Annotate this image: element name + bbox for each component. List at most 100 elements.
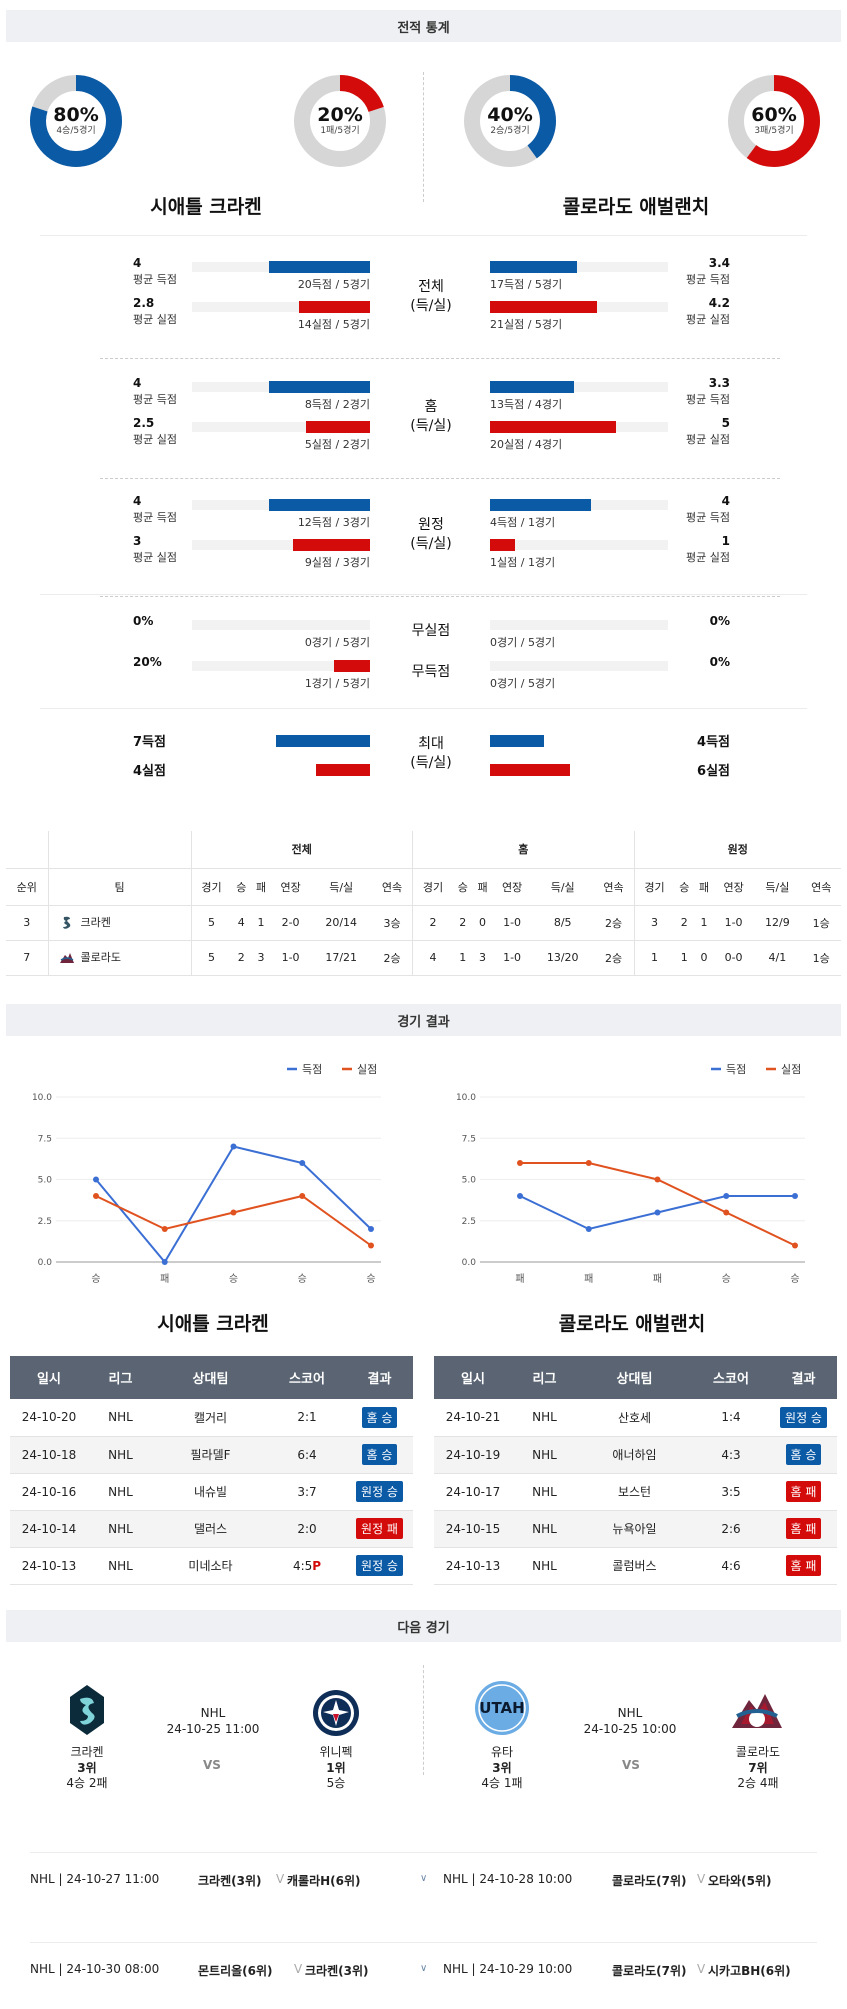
next-right-t1-record: 4승 1패 (481, 1776, 523, 1790)
result-date: 24-10-13 (10, 1547, 88, 1585)
right-max-value: 4득점 (697, 735, 730, 750)
home-team-name: 시애틀 크라켄 (150, 196, 262, 218)
standings-rank-header: 순위 (6, 868, 48, 906)
result-date: 24-10-19 (434, 1436, 512, 1474)
series-line-0 (95, 1145, 372, 1264)
x-tick-label: 승 (790, 1273, 799, 1285)
results-col-header: 상대팀 (153, 1356, 268, 1399)
result-row: 24-10-18 NHL 필라델F 6:4 홈 승 (10, 1436, 413, 1474)
left-stat-value: 4 (133, 376, 142, 390)
standings-cell: 0-0 (713, 940, 754, 976)
results-col-header: 결과 (346, 1356, 413, 1399)
standings-cell: 1-0 (492, 940, 532, 976)
result-date: 24-10-20 (10, 1399, 88, 1437)
result-league: NHL (88, 1547, 153, 1585)
kraken-icon (59, 915, 75, 931)
result-badge: 원정 승 (780, 1406, 827, 1428)
left-shutout-bar (334, 660, 370, 672)
series-point-0 (723, 1193, 730, 1199)
right-stat-bar (490, 301, 597, 313)
x-tick-label: 패 (584, 1273, 593, 1285)
standings-cell: 2 (411, 905, 453, 941)
right-stat-bar (490, 381, 574, 393)
standings-cell: 2 (674, 905, 695, 941)
standings-col-header: 패 (251, 868, 271, 906)
upcoming-right-meta: NHL | 24-10-28 10:00 (443, 1872, 573, 1886)
donut-0: 80% 4승/5경기 (28, 73, 124, 169)
upcoming-left-team1: 몬트리올(6위) (198, 1964, 273, 1978)
donut-pct: 20% (317, 104, 363, 126)
result-date: 24-10-21 (434, 1399, 512, 1437)
right-stat-caption: 4득점 / 1경기 (490, 516, 556, 529)
left-stat-caption: 9실점 / 3경기 (304, 556, 370, 569)
section-header-stats: 전적 통계 (6, 10, 841, 42)
standings-cell: 1-0 (492, 905, 532, 941)
y-tick-label: 5.0 (38, 1176, 53, 1186)
left-stat-caption: 8득점 / 2경기 (304, 398, 370, 411)
right-max-value: 6실점 (697, 764, 730, 779)
standings-col-header: 연장 (713, 868, 754, 906)
result-row: 24-10-13 NHL 콜럼버스 4:6 홈 패 (434, 1547, 837, 1585)
next-left-datetime: 24-10-25 11:00 (166, 1722, 260, 1736)
left-shutout-value: 20% (133, 655, 162, 669)
donut-pct: 60% (751, 104, 797, 126)
standings-cell: 2승 (593, 905, 634, 941)
left-stat-value: 2.5 (133, 416, 155, 430)
right-stat-value: 4.2 (708, 296, 730, 310)
series-point-1 (792, 1242, 798, 1249)
next-left-t1-rank: 3위 (77, 1761, 97, 1775)
right-stat-label: 평균 득점 (686, 511, 730, 524)
standings-col-header: 연속 (801, 868, 841, 906)
standings-col-header: 득/실 (531, 868, 594, 906)
y-tick-label: 10.0 (32, 1093, 52, 1103)
standings-cell: 5 (190, 940, 232, 976)
section-header-next: 다음 경기 (6, 1610, 841, 1642)
results-col-header: 리그 (512, 1356, 577, 1399)
series-point-0 (93, 1176, 99, 1183)
result-opponent: 뉴욕아일 (577, 1510, 692, 1548)
donut-arc-0 (30, 75, 122, 167)
left-shutout-caption: 1경기 / 5경기 (304, 677, 370, 690)
next-left-vs: VS (203, 1758, 221, 1772)
standings-cell: 3 (633, 905, 675, 941)
series-point-0 (161, 1259, 168, 1265)
right-stat-caption: 17득점 / 5경기 (490, 278, 563, 291)
result-row: 24-10-20 NHL 캘거리 2:1 홈 승 (10, 1399, 413, 1437)
upcoming-right-team2: 오타와(5위) (708, 1874, 772, 1888)
series-point-0 (299, 1160, 306, 1166)
result-score-cell: 3:5 (692, 1473, 770, 1511)
standings-row: 3 크라켄 5 4 1 2-0 20/14 3승 2 2 0 1-0 8/5 2승 3 2 1 1-0 12/9 1승 (6, 905, 841, 941)
result-badge: 홈 승 (361, 1444, 398, 1465)
legend-concede: 실점 (781, 1063, 801, 1076)
upcoming-right-vs-mark: V (697, 1962, 706, 1976)
standings-cell: 1 (251, 905, 271, 941)
standings-col-header: 경기 (190, 868, 232, 906)
results-home-title: 시애틀 크라켄 (157, 1313, 269, 1335)
standings-col-header: 경기 (411, 868, 453, 906)
standings-cell: 2-0 (270, 905, 311, 941)
next-right-t2-record: 2승 4패 (737, 1776, 779, 1790)
left-stat-bar (293, 539, 370, 551)
x-tick-label: 승 (91, 1273, 100, 1285)
x-tick-label: 패 (515, 1273, 524, 1285)
x-tick-label: 승 (229, 1273, 238, 1285)
result-badge: 홈 패 (785, 1518, 822, 1539)
upcoming-left-meta: NHL | 24-10-27 11:00 (30, 1872, 160, 1886)
result-opponent: 필라델F (153, 1436, 268, 1474)
result-score-cell: 2:0 (268, 1510, 346, 1548)
result-date: 24-10-17 (434, 1473, 512, 1511)
result-date: 24-10-18 (10, 1436, 88, 1474)
series-point-0 (792, 1193, 798, 1199)
left-stat-label: 평균 득점 (133, 511, 177, 524)
next-left-t2-rank: 1위 (326, 1761, 346, 1775)
result-row: 24-10-14 NHL 댈러스 2:0 원정 패 (10, 1510, 413, 1548)
next-right-t1-rank: 3위 (492, 1761, 512, 1775)
left-stat-bar (269, 381, 370, 393)
stat-category: 원정 (득/실) (410, 517, 452, 552)
standings-rank: 7 (6, 940, 48, 976)
donut-pct: 80% (53, 104, 99, 126)
result-opponent: 산호세 (577, 1399, 692, 1437)
left-shutout-value: 0% (133, 614, 154, 628)
standings-cell: 4 (411, 940, 453, 976)
standings-col-header: 연장 (270, 868, 311, 906)
